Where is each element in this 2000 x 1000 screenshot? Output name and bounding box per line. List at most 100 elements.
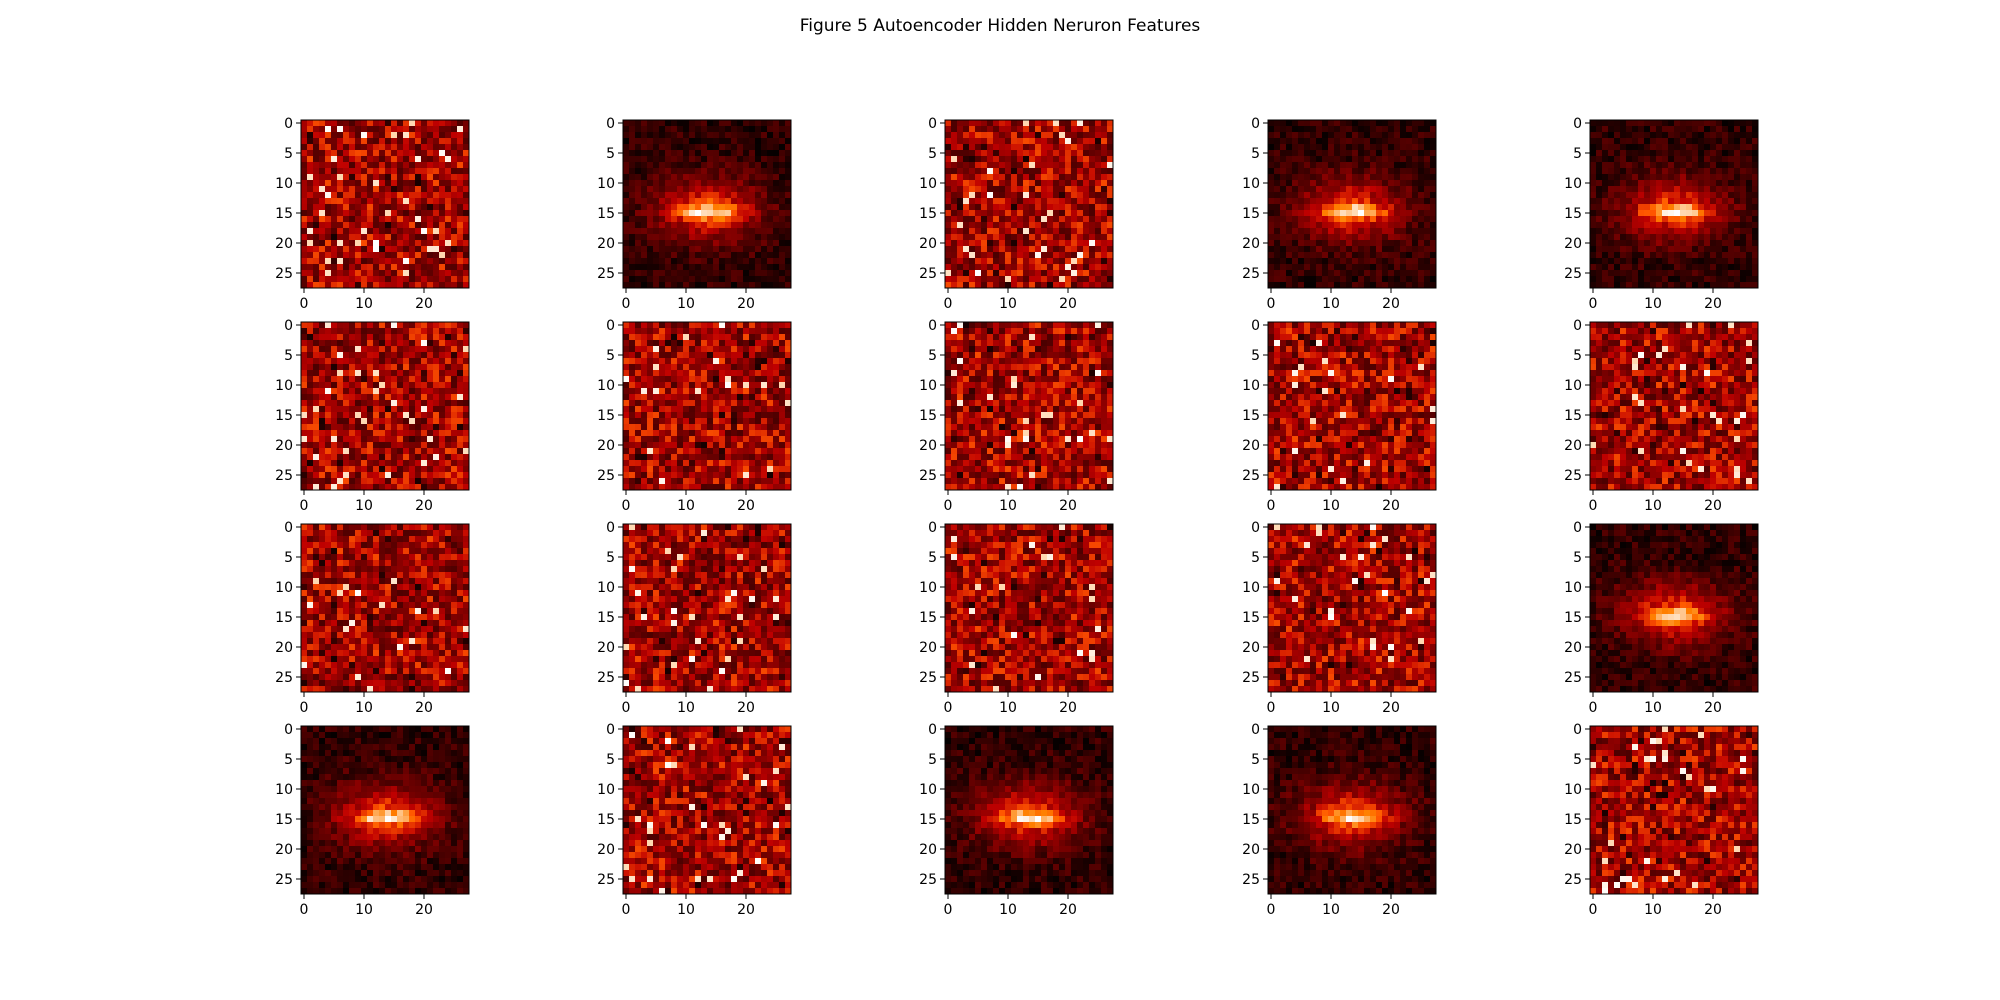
heatmap-cell [1400, 240, 1407, 247]
heatmap-cell [1596, 264, 1603, 271]
heatmap-cell [1680, 252, 1687, 259]
heatmap-cell [957, 246, 964, 253]
heatmap-cell [981, 144, 988, 151]
heatmap-cell [1041, 234, 1048, 241]
heatmap-cell [755, 252, 762, 259]
heatmap-cell [1298, 252, 1305, 259]
heatmap-cell [1352, 174, 1359, 181]
heatmap-cell [641, 334, 648, 341]
heatmap-cell [1662, 192, 1669, 199]
heatmap-cell [355, 132, 362, 139]
heatmap-cell [373, 156, 380, 163]
heatmap-cell [379, 264, 386, 271]
heatmap-cell [1740, 240, 1747, 247]
heatmap-cell [653, 204, 660, 211]
heatmap-cell [1274, 144, 1281, 151]
heatmap-cell [1722, 270, 1729, 277]
heatmap-cell [1346, 180, 1353, 187]
heatmap-cell [1346, 198, 1353, 205]
heatmap-cell [1352, 240, 1359, 247]
heatmap-cell [331, 352, 338, 359]
heatmap-cell [1005, 282, 1012, 289]
heatmap-cell [635, 156, 642, 163]
heatmap-cell [301, 156, 308, 163]
heatmap-cell [1035, 120, 1042, 127]
heatmap-cell [415, 352, 422, 359]
heatmap-cell [683, 156, 690, 163]
heatmap-cell [945, 120, 952, 127]
heatmap-cell [457, 358, 464, 365]
heatmap-cell [397, 234, 404, 241]
heatmap-cell [1334, 150, 1341, 157]
heatmap-cell [725, 126, 732, 133]
heatmap-cell [367, 276, 374, 283]
heatmap-cell [1370, 132, 1377, 139]
heatmap-cell [439, 448, 446, 455]
heatmap-cell [1334, 228, 1341, 235]
heatmap-cell [337, 466, 344, 473]
heatmap-cell [325, 240, 332, 247]
heatmap-cell [1011, 228, 1018, 235]
heatmap-cell [1412, 282, 1419, 289]
heatmap-cell [1656, 264, 1663, 271]
heatmap-cell [319, 186, 326, 193]
heatmap-cell [1388, 198, 1395, 205]
heatmap-cell [1316, 138, 1323, 145]
heatmap-cell [1626, 150, 1633, 157]
heatmap-cell [331, 382, 338, 389]
heatmap-cell [1280, 156, 1287, 163]
heatmap-cell [1424, 180, 1431, 187]
heatmap-cell [403, 144, 410, 151]
heatmap-cell [1029, 240, 1036, 247]
heatmap-cell [463, 144, 470, 151]
heatmap-cell [737, 204, 744, 211]
heatmap-cell [707, 174, 714, 181]
heatmap-cell [1394, 192, 1401, 199]
heatmap-cell [1400, 222, 1407, 229]
heatmap-cell [785, 352, 792, 359]
heatmap-cell [1089, 210, 1096, 217]
heatmap-cell [689, 282, 696, 289]
heatmap-cell [707, 334, 714, 341]
heatmap-cell [427, 138, 434, 145]
heatmap-cell [653, 264, 660, 271]
heatmap-cell [671, 240, 678, 247]
heatmap-cell [1722, 144, 1729, 151]
heatmap-cell [1035, 174, 1042, 181]
y-tick-label: 25 [597, 266, 615, 282]
heatmap-cell [373, 376, 380, 383]
heatmap-cell [1412, 270, 1419, 277]
heatmap-cell [731, 352, 738, 359]
heatmap-cell [319, 460, 326, 467]
heatmap-cell [1304, 192, 1311, 199]
heatmap-cell [307, 204, 314, 211]
heatmap-cell [385, 240, 392, 247]
heatmap-cell [1382, 270, 1389, 277]
heatmap-cell [427, 228, 434, 235]
heatmap-cell [785, 186, 792, 193]
heatmap-cell [1304, 276, 1311, 283]
heatmap-cell [427, 370, 434, 377]
heatmap-cell [1382, 282, 1389, 289]
heatmap-cell [1298, 120, 1305, 127]
heatmap-cell [707, 180, 714, 187]
heatmap-cell [361, 168, 368, 175]
heatmap-cell [761, 228, 768, 235]
heatmap-cell [999, 144, 1006, 151]
heatmap-cell [1358, 270, 1365, 277]
heatmap-cell [313, 406, 320, 413]
heatmap-cell [707, 264, 714, 271]
heatmap-cell [1656, 270, 1663, 277]
heatmap-cell [987, 126, 994, 133]
heatmap-cell [1029, 150, 1036, 157]
heatmap-cell [701, 156, 708, 163]
heatmap-cell [415, 334, 422, 341]
heatmap-cell [421, 376, 428, 383]
heatmap-cell [749, 180, 756, 187]
heatmap-cell [427, 418, 434, 425]
heatmap-cell [337, 258, 344, 265]
y-tick-label: 15 [1242, 206, 1260, 222]
heatmap-cell [635, 222, 642, 229]
heatmap-cell [1424, 192, 1431, 199]
heatmap-cell [1095, 204, 1102, 211]
